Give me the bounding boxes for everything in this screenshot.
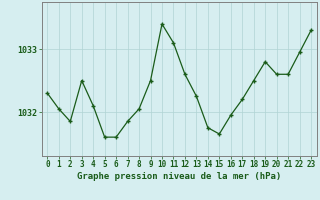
X-axis label: Graphe pression niveau de la mer (hPa): Graphe pression niveau de la mer (hPa)	[77, 172, 281, 181]
